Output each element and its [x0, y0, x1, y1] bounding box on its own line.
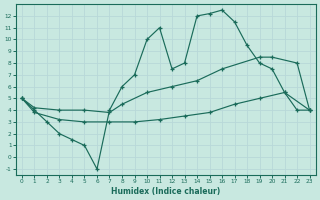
X-axis label: Humidex (Indice chaleur): Humidex (Indice chaleur): [111, 187, 220, 196]
